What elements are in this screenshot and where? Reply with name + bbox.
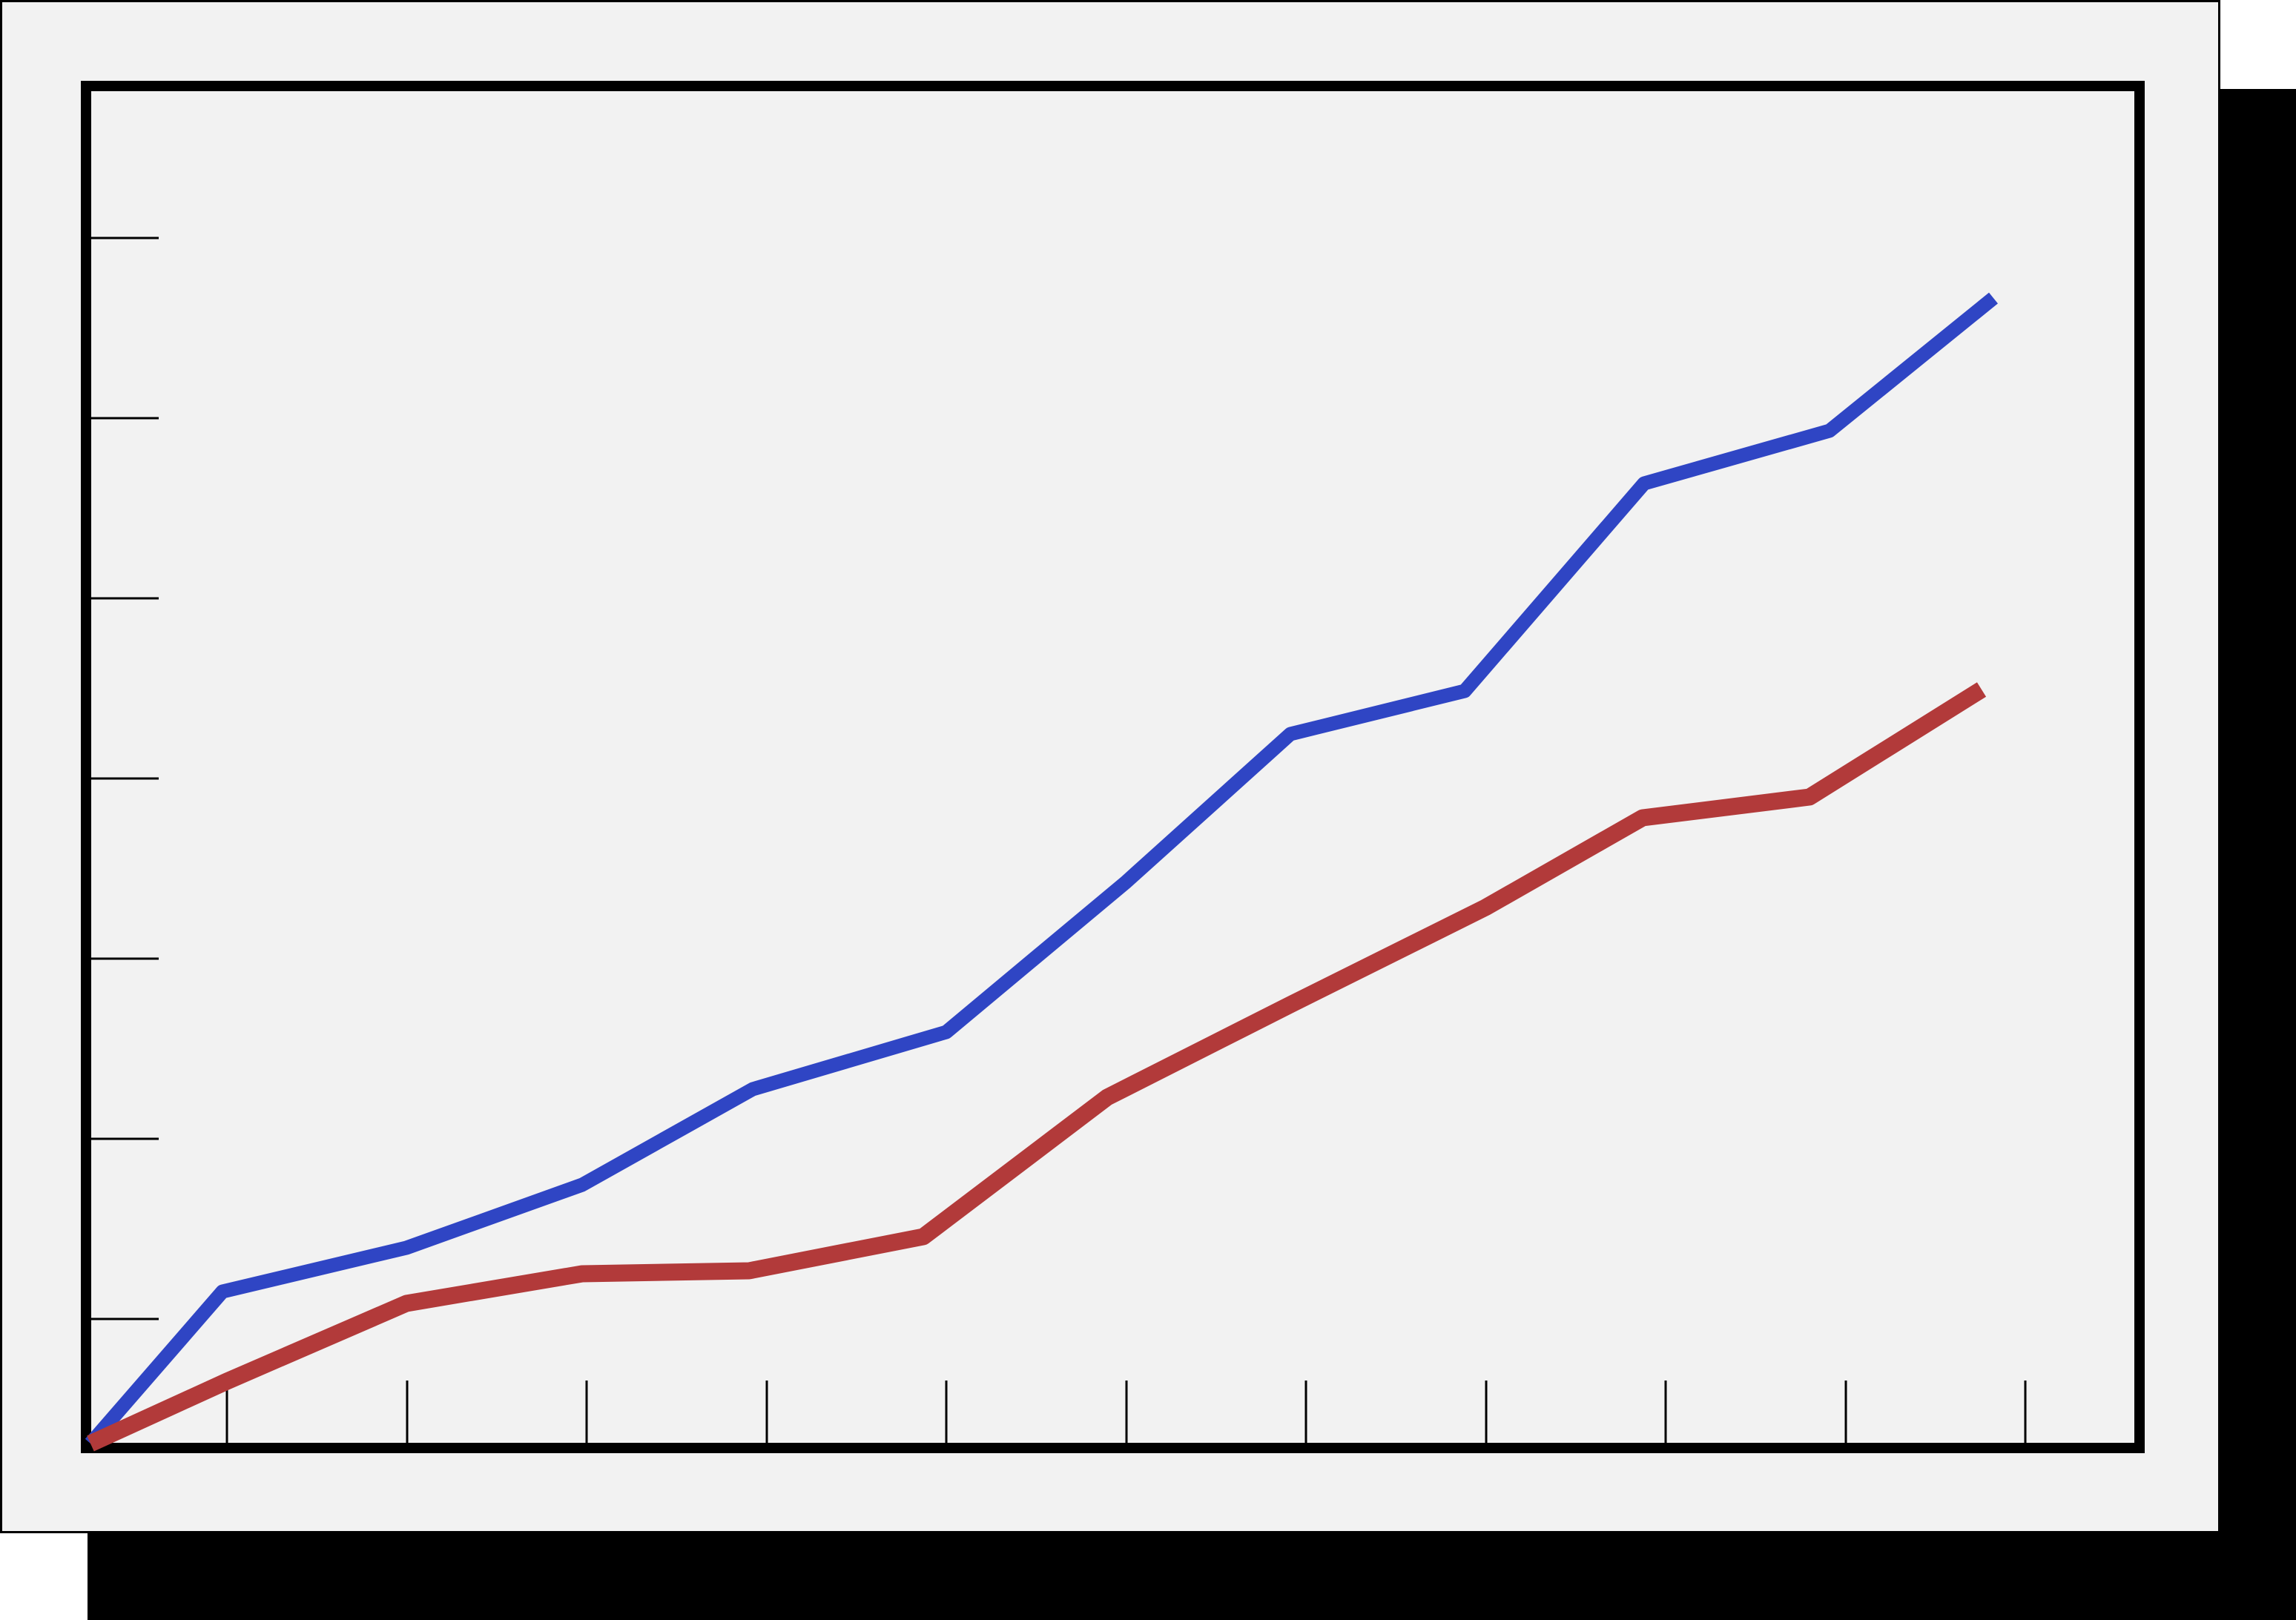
- chart-frame: [81, 81, 2145, 1453]
- x-axis-ticks: [225, 1381, 2027, 1443]
- series-blue-line: [85, 292, 1998, 1449]
- series-red-line: [87, 682, 1987, 1452]
- series-lines: [85, 292, 1998, 1452]
- y-axis-ticks: [91, 237, 159, 1320]
- frame-rect: [81, 81, 2145, 1453]
